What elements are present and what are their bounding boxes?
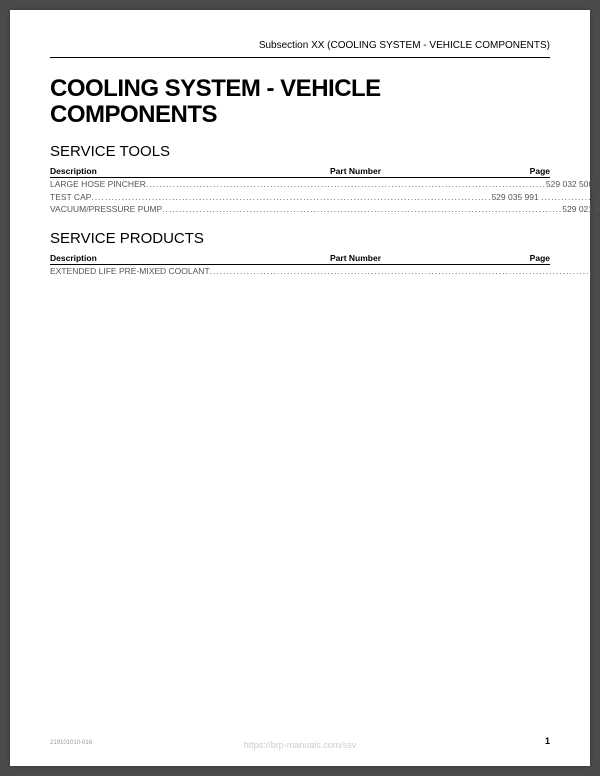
col-description: Description xyxy=(50,253,330,263)
col-description: Description xyxy=(50,166,330,176)
page-footer: 219101010-016 https://brp-manuals.com/ss… xyxy=(50,736,550,746)
leader-dots xyxy=(146,178,546,191)
footer-page-number: 1 xyxy=(545,736,550,746)
section-heading: SERVICE TOOLS xyxy=(50,143,550,160)
table-row: TEST CAP529 035 991 9 xyxy=(50,191,550,204)
table-header: DescriptionPart NumberPage xyxy=(50,253,550,265)
col-part-number: Part Number xyxy=(330,166,470,176)
col-page: Page xyxy=(470,253,550,263)
col-page: Page xyxy=(470,166,550,176)
cell-description: LARGE HOSE PINCHER xyxy=(50,178,146,191)
cell-part-number: 529 035 991 xyxy=(491,191,538,204)
footer-watermark: https://brp-manuals.com/ssv xyxy=(244,740,357,750)
table-header: DescriptionPart NumberPage xyxy=(50,166,550,178)
section-heading: SERVICE PRODUCTS xyxy=(50,230,550,247)
cell-description: EXTENDED LIFE PRE-MIXED COOLANT xyxy=(50,265,210,278)
leader-dots xyxy=(162,203,562,216)
cell-description: VACUUM/PRESSURE PUMP xyxy=(50,203,162,216)
header-subsection: Subsection XX (COOLING SYSTEM - VEHICLE … xyxy=(50,40,550,51)
leader-dots xyxy=(596,178,600,191)
page-title: COOLING SYSTEM - VEHICLE COMPONENTS xyxy=(50,76,550,129)
header-rule xyxy=(50,57,550,58)
leader-dots xyxy=(541,191,600,204)
cell-description: TEST CAP xyxy=(50,191,91,204)
cell-part-number: 529 032 500 xyxy=(546,178,593,191)
footer-doc-id: 219101010-016 xyxy=(50,740,92,746)
table-row: VACUUM/PRESSURE PUMP529 021 800 9 xyxy=(50,203,550,216)
table-row: LARGE HOSE PINCHER529 032 500 10 xyxy=(50,178,550,191)
col-part-number: Part Number xyxy=(330,253,470,263)
table-row: EXTENDED LIFE PRE-MIXED COOLANT779150 7 xyxy=(50,265,550,278)
document-page: Subsection XX (COOLING SYSTEM - VEHICLE … xyxy=(10,10,590,766)
cell-part-number: 529 021 800 xyxy=(562,203,600,216)
leader-dots xyxy=(91,191,491,204)
leader-dots xyxy=(210,265,600,278)
